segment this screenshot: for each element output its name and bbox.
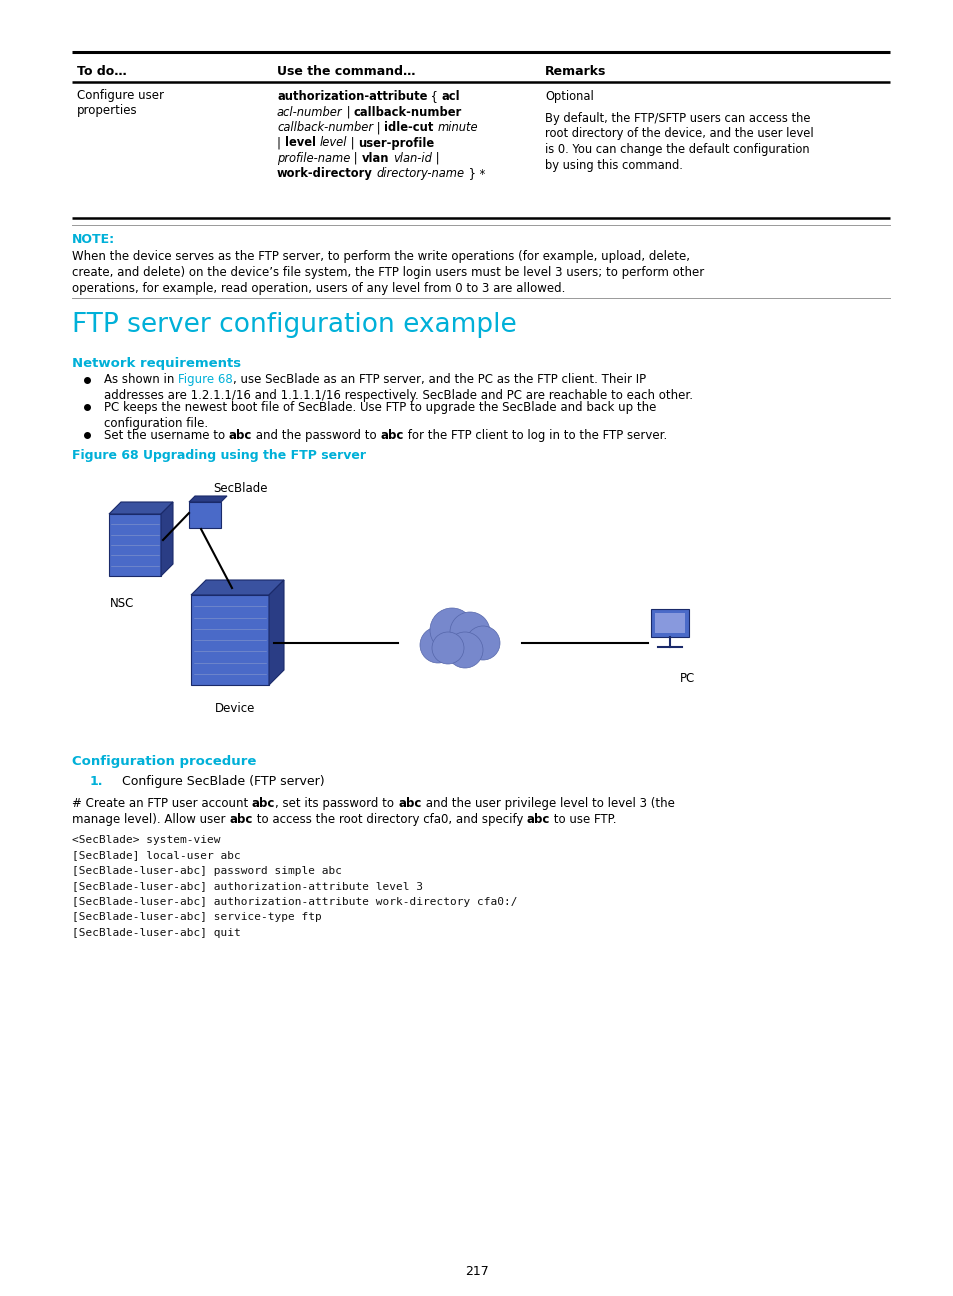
Text: 217: 217 xyxy=(465,1265,488,1278)
Text: addresses are 1.2.1.1/16 and 1.1.1.1/16 respectively. SecBlade and PC are reacha: addresses are 1.2.1.1/16 and 1.1.1.1/16 … xyxy=(104,389,692,402)
Circle shape xyxy=(419,627,456,664)
Text: profile-name: profile-name xyxy=(276,152,350,165)
Text: abc: abc xyxy=(252,797,275,810)
Text: Remarks: Remarks xyxy=(544,65,606,78)
Bar xyxy=(109,515,161,575)
Text: [SecBlade-luser-abc] authorization-attribute level 3: [SecBlade-luser-abc] authorization-attri… xyxy=(71,881,422,892)
Text: Optional: Optional xyxy=(544,89,593,102)
Text: idle-cut: idle-cut xyxy=(384,121,434,133)
Text: minute: minute xyxy=(436,121,477,133)
Text: NSC: NSC xyxy=(110,597,134,610)
Text: abc: abc xyxy=(229,429,252,442)
Text: acl: acl xyxy=(441,89,460,102)
Text: |: | xyxy=(350,152,361,165)
Text: Configure user: Configure user xyxy=(77,89,164,102)
Text: properties: properties xyxy=(77,104,137,117)
Text: user-profile: user-profile xyxy=(357,136,434,149)
Bar xyxy=(189,502,221,527)
Text: PC keeps the newest boot file of SecBlade. Use FTP to upgrade the SecBlade and b: PC keeps the newest boot file of SecBlad… xyxy=(104,400,656,413)
Circle shape xyxy=(465,626,499,660)
Text: work-directory: work-directory xyxy=(276,167,373,180)
Circle shape xyxy=(430,608,474,652)
Text: root directory of the device, and the user level: root directory of the device, and the us… xyxy=(544,127,813,140)
Text: To do…: To do… xyxy=(77,65,127,78)
Text: |: | xyxy=(346,136,357,149)
Text: acl-number: acl-number xyxy=(276,105,342,118)
Polygon shape xyxy=(269,581,284,686)
Text: When the device serves as the FTP server, to perform the write operations (for e: When the device serves as the FTP server… xyxy=(71,250,689,263)
Text: callback-number: callback-number xyxy=(354,105,461,118)
Text: configuration file.: configuration file. xyxy=(104,417,208,430)
Text: directory-name: directory-name xyxy=(376,167,464,180)
Text: abc: abc xyxy=(397,797,421,810)
Text: Figure 68 Upgrading using the FTP server: Figure 68 Upgrading using the FTP server xyxy=(71,448,366,461)
Text: Use the command…: Use the command… xyxy=(276,65,416,78)
Text: [SecBlade-luser-abc] password simple abc: [SecBlade-luser-abc] password simple abc xyxy=(71,866,341,876)
Text: {: { xyxy=(427,89,441,102)
Text: [SecBlade-luser-abc] quit: [SecBlade-luser-abc] quit xyxy=(71,928,240,938)
Text: Device: Device xyxy=(214,702,255,715)
Bar xyxy=(655,613,684,632)
Text: vlan: vlan xyxy=(361,152,389,165)
Text: } *: } * xyxy=(464,167,484,180)
Text: to use FTP.: to use FTP. xyxy=(550,814,616,827)
Text: Set the username to: Set the username to xyxy=(104,429,229,442)
Text: , use SecBlade as an FTP server, and the PC as the FTP client. Their IP: , use SecBlade as an FTP server, and the… xyxy=(233,373,645,386)
Text: |: | xyxy=(431,152,438,165)
Text: operations, for example, read operation, users of any level from 0 to 3 are allo: operations, for example, read operation,… xyxy=(71,283,565,295)
Text: callback-number: callback-number xyxy=(276,121,373,133)
Text: <SecBlade> system-view: <SecBlade> system-view xyxy=(71,835,220,845)
Circle shape xyxy=(447,632,482,667)
Polygon shape xyxy=(161,502,172,575)
Text: to access the root directory cfa0, and specify: to access the root directory cfa0, and s… xyxy=(253,814,526,827)
Text: by using this command.: by using this command. xyxy=(544,158,682,171)
Text: and the user privilege level to level 3 (the: and the user privilege level to level 3 … xyxy=(421,797,674,810)
Circle shape xyxy=(450,612,490,652)
Text: and the password to: and the password to xyxy=(252,429,380,442)
Text: |: | xyxy=(373,121,384,133)
Text: , set its password to: , set its password to xyxy=(275,797,397,810)
Text: # Create an FTP user account: # Create an FTP user account xyxy=(71,797,252,810)
Text: is 0. You can change the default configuration: is 0. You can change the default configu… xyxy=(544,143,809,156)
Text: Configuration procedure: Configuration procedure xyxy=(71,756,256,769)
Polygon shape xyxy=(109,502,172,515)
Polygon shape xyxy=(189,496,227,502)
Text: |: | xyxy=(276,136,284,149)
Text: abc: abc xyxy=(229,814,253,827)
Text: for the FTP client to log in to the FTP server.: for the FTP client to log in to the FTP … xyxy=(403,429,666,442)
Text: Figure 68: Figure 68 xyxy=(178,373,233,386)
Text: manage level). Allow user: manage level). Allow user xyxy=(71,814,229,827)
Text: level: level xyxy=(284,136,315,149)
Text: abc: abc xyxy=(380,429,403,442)
Text: FTP server configuration example: FTP server configuration example xyxy=(71,312,517,338)
Text: vlan-id: vlan-id xyxy=(393,152,431,165)
Text: NOTE:: NOTE: xyxy=(71,233,115,246)
Text: create, and delete) on the device’s file system, the FTP login users must be lev: create, and delete) on the device’s file… xyxy=(71,266,703,279)
Text: [SecBlade-luser-abc] authorization-attribute work-directory cfa0:/: [SecBlade-luser-abc] authorization-attri… xyxy=(71,897,517,907)
Text: |: | xyxy=(342,105,354,118)
Text: 1.: 1. xyxy=(90,775,103,788)
Polygon shape xyxy=(191,581,284,595)
Text: As shown in: As shown in xyxy=(104,373,178,386)
Bar xyxy=(191,595,269,686)
Circle shape xyxy=(432,632,463,664)
Text: PC: PC xyxy=(679,673,695,686)
Text: [SecBlade] local-user abc: [SecBlade] local-user abc xyxy=(71,850,240,861)
Text: authorization-attribute: authorization-attribute xyxy=(276,89,427,102)
Text: Configure SecBlade (FTP server): Configure SecBlade (FTP server) xyxy=(122,775,324,788)
Text: [SecBlade-luser-abc] service-type ftp: [SecBlade-luser-abc] service-type ftp xyxy=(71,912,321,923)
Text: SecBlade: SecBlade xyxy=(213,482,267,495)
Text: level: level xyxy=(319,136,346,149)
Text: By default, the FTP/SFTP users can access the: By default, the FTP/SFTP users can acces… xyxy=(544,111,810,124)
Bar xyxy=(650,609,688,638)
Text: Network requirements: Network requirements xyxy=(71,356,241,369)
Text: abc: abc xyxy=(526,814,550,827)
